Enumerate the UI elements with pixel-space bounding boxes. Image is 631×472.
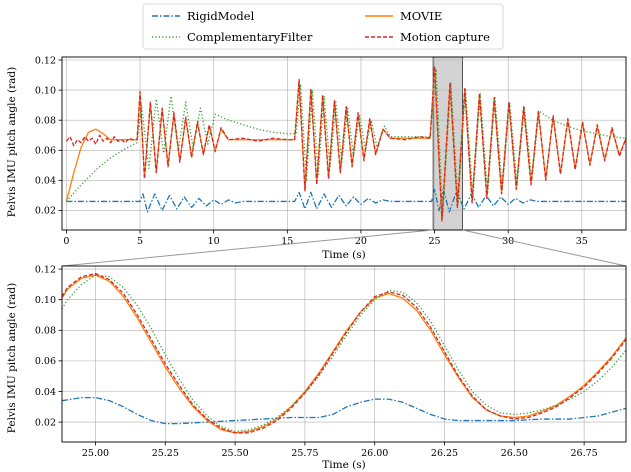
legend-label-rigidmodel: RigidModel xyxy=(187,9,255,23)
legend: RigidModel MOVIE ComplementaryFilter Mot… xyxy=(142,3,504,50)
top-series-complementaryfilter xyxy=(65,68,626,218)
bottom-plot-frame xyxy=(61,265,627,443)
top-y-tick-label: 0.08 xyxy=(35,115,56,126)
bot-series-movie xyxy=(62,274,626,434)
top-x-tick-label: 35 xyxy=(576,236,588,247)
top-ticks: 0 5 10 15 20 25 30 35 0.02 0.04 0.06 0.08 0.10 0.12 xyxy=(35,55,588,247)
bot-y-tick-label: 0.06 xyxy=(35,356,56,367)
top-series-motion-capture xyxy=(65,65,626,222)
bot-series-rigidmodel xyxy=(62,396,626,425)
legend-frame xyxy=(142,3,504,50)
top-y-tick-label: 0.04 xyxy=(35,176,56,187)
bot-x-tick-label: 26.75 xyxy=(571,448,598,459)
bot-x-tick-label: 25.50 xyxy=(222,448,249,459)
bot-y-tick-label: 0.04 xyxy=(35,387,56,398)
bottom-plot-lines xyxy=(62,272,626,434)
bottom-ticks: 25.00 25.25 25.50 25.75 26.00 26.25 26.50 26.75… xyxy=(35,264,598,459)
bot-x-tick-label: 25.75 xyxy=(291,448,318,459)
zoom-connector-left xyxy=(61,229,434,267)
bottom-gridlines xyxy=(62,266,626,442)
legend-label-motion-capture: Motion capture xyxy=(400,30,490,44)
zoom-connector-right xyxy=(462,229,627,267)
top-y-tick-label: 0.12 xyxy=(35,55,56,66)
bottom-y-axis-label: Pelvis IMU pitch angle (rad) xyxy=(6,283,18,433)
bot-x-tick-label: 25.00 xyxy=(82,448,109,459)
top-x-tick-label: 20 xyxy=(355,236,367,247)
top-y-tick-label: 0.10 xyxy=(35,85,56,96)
bot-y-tick-label: 0.12 xyxy=(35,264,56,275)
top-x-tick-label: 5 xyxy=(137,236,143,247)
top-plot-lines xyxy=(65,65,626,222)
bottom-x-axis-label: Time (s) xyxy=(322,459,365,471)
zoom-connectors xyxy=(61,229,627,267)
top-x-tick-label: 15 xyxy=(281,236,293,247)
top-panel: 0 5 10 15 20 25 30 35 0.02 0.04 0.06 0.08 0.10 0.12 T… xyxy=(6,55,627,261)
top-x-tick-label: 0 xyxy=(63,236,69,247)
bot-x-tick-label: 26.25 xyxy=(431,448,458,459)
legend-label-movie: MOVIE xyxy=(400,9,442,23)
top-x-tick-label: 10 xyxy=(208,236,220,247)
bot-x-tick-label: 25.25 xyxy=(152,448,179,459)
top-x-tick-label: 25 xyxy=(429,236,441,247)
bot-y-tick-label: 0.08 xyxy=(35,326,56,337)
top-y-tick-label: 0.06 xyxy=(35,146,56,157)
bot-series-motion-capture xyxy=(62,272,626,434)
top-x-axis-label: Time (s) xyxy=(322,249,365,261)
bot-series-complementaryfilter xyxy=(62,274,626,432)
bot-x-tick-label: 26.00 xyxy=(361,448,388,459)
top-x-tick-label: 30 xyxy=(502,236,514,247)
bot-y-tick-label: 0.10 xyxy=(35,295,56,306)
top-y-tick-label: 0.02 xyxy=(35,206,56,217)
bot-y-tick-label: 0.02 xyxy=(35,417,56,428)
top-plot-frame xyxy=(61,56,627,231)
top-series-rigidmodel xyxy=(66,188,626,213)
top-y-axis-label: Pelvis IMU pitch angle (rad) xyxy=(6,67,18,217)
bottom-panel: 25.00 25.25 25.50 25.75 26.00 26.25 26.50 26.75… xyxy=(6,264,627,471)
legend-label-complementaryfilter: ComplementaryFilter xyxy=(187,30,313,44)
bot-x-tick-label: 26.50 xyxy=(501,448,528,459)
